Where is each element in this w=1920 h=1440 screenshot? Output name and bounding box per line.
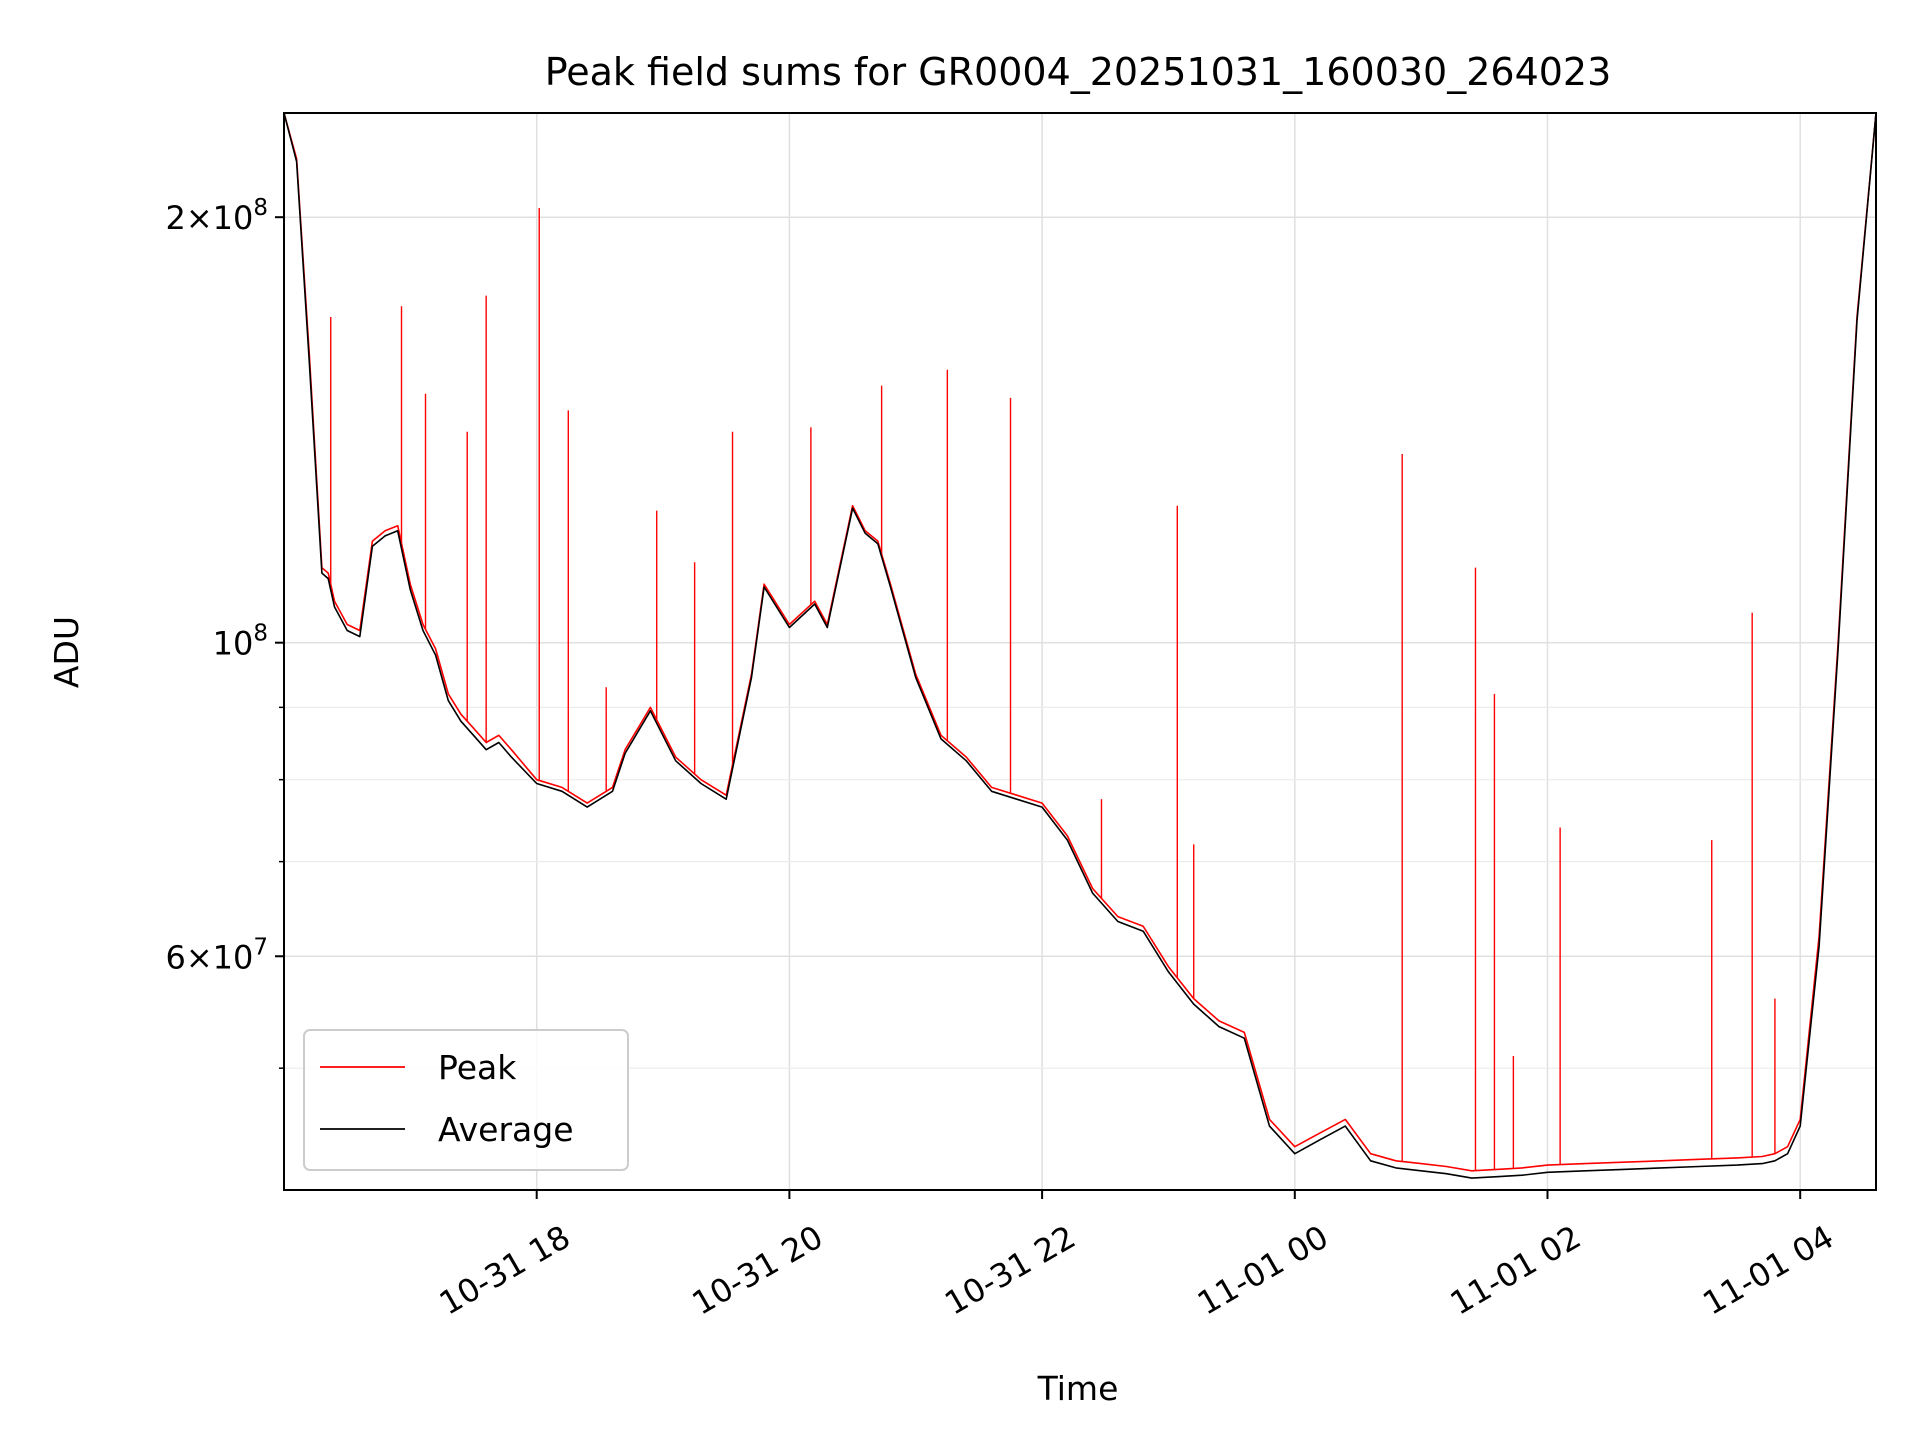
chart-title: Peak field sums for GR0004_20251031_1600… [545,50,1612,94]
y-tick-label: 108 [213,621,268,663]
x-axis-label: Time [1037,1369,1119,1408]
y-tick-mantissa: 10 [213,625,254,663]
series-line-average [284,113,1876,1179]
legend: Peak Average [303,1029,629,1171]
y-tick-label: 2×108 [165,195,268,237]
series-line-peak [284,113,1876,1172]
y-tick-exponent: 7 [253,934,268,960]
y-tick-exponent: 8 [253,195,268,221]
legend-label-peak: Peak [438,1048,517,1087]
y-tick-mantissa: 6×10 [165,938,253,976]
legend-box [303,1029,629,1171]
series-layer [284,113,1876,1179]
y-tick-mantissa: 2×10 [165,199,253,237]
y-tick-label: 6×107 [165,934,268,976]
y-tick-exponent: 8 [253,621,268,647]
y-axis-label: ADU [47,616,86,688]
legend-label-average: Average [438,1110,574,1149]
grid [284,113,1876,1190]
plot-frame [283,112,1877,1191]
